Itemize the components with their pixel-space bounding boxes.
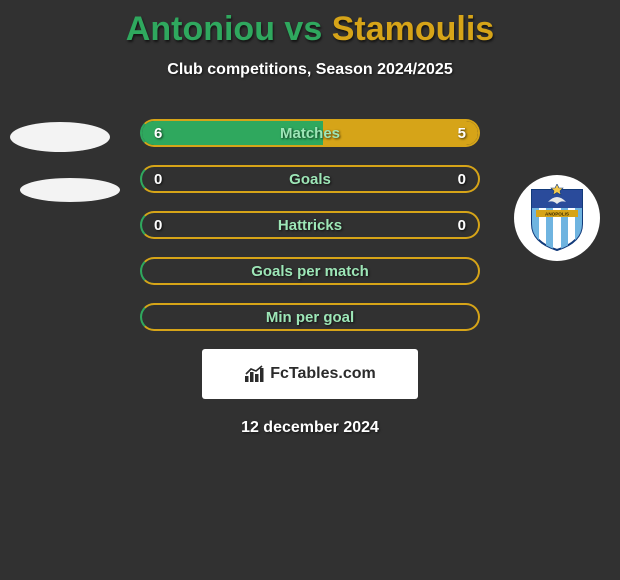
stat-row: Goals per match bbox=[140, 257, 480, 285]
stat-label: Hattricks bbox=[278, 217, 342, 234]
title-player1: Antoniou bbox=[126, 10, 275, 48]
stat-row: 0 0 Hattricks bbox=[140, 211, 480, 239]
stats-container: 6 5 Matches 0 0 Goals 0 0 Hattricks Goals per mat… bbox=[140, 119, 480, 331]
shield-icon: ANOPOLIS bbox=[528, 184, 586, 252]
subtitle: Club competitions, Season 2024/2025 bbox=[0, 61, 620, 79]
page-title: Antoniou vs Stamoulis bbox=[0, 0, 620, 49]
date-line: 12 december 2024 bbox=[0, 419, 620, 437]
stat-left-value: 0 bbox=[154, 217, 162, 234]
stat-row: Min per goal bbox=[140, 303, 480, 331]
stat-right-value: 0 bbox=[458, 171, 466, 188]
svg-text:ANOPOLIS: ANOPOLIS bbox=[545, 212, 569, 217]
stat-right-value: 5 bbox=[458, 125, 466, 142]
stat-label: Goals per match bbox=[251, 263, 369, 280]
title-player2: Stamoulis bbox=[332, 10, 494, 48]
player1-avatar-placeholder-2 bbox=[20, 178, 120, 202]
stat-label: Min per goal bbox=[266, 309, 354, 326]
stat-left-value: 0 bbox=[154, 171, 162, 188]
player2-club-crest: ANOPOLIS bbox=[514, 175, 600, 261]
bars-icon bbox=[244, 365, 266, 383]
stat-border-left bbox=[140, 165, 308, 193]
stat-row: 6 5 Matches bbox=[140, 119, 480, 147]
stat-fill-right bbox=[323, 121, 478, 145]
stat-row: 0 0 Goals bbox=[140, 165, 480, 193]
player1-avatar-placeholder-1 bbox=[10, 122, 110, 152]
stat-left-value: 6 bbox=[154, 125, 162, 142]
brand-text: FcTables.com bbox=[270, 365, 376, 383]
title-vs: vs bbox=[284, 10, 322, 48]
stat-label: Matches bbox=[280, 125, 340, 142]
stat-right-value: 0 bbox=[458, 217, 466, 234]
brand-box[interactable]: FcTables.com bbox=[202, 349, 418, 399]
stat-label: Goals bbox=[289, 171, 331, 188]
